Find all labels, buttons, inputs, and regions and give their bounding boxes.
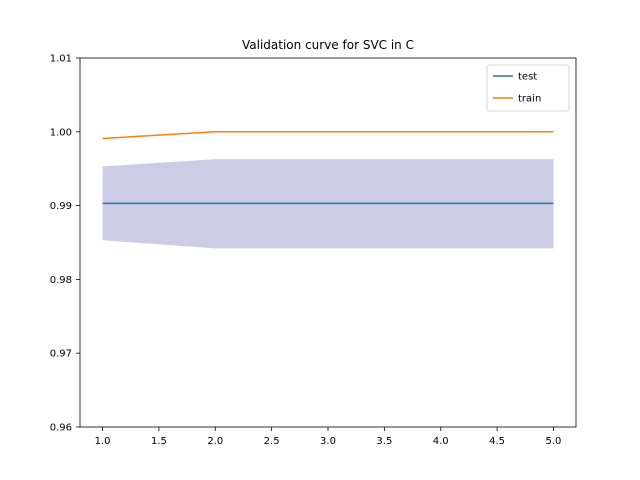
axes: 1.0 1.5 2.0 2.5 3.0 3.5 4.0 4.5 5.0 0.96 0.97 0.98 0… [50, 54, 577, 447]
series-line-train [102, 131, 554, 140]
legend: test train [486, 64, 570, 112]
legend-label-test: test [518, 72, 537, 83]
x-tick-label: 1.0 [95, 436, 111, 447]
x-tick-label: 2.5 [264, 436, 280, 447]
x-tick-label: 4.5 [489, 436, 505, 447]
y-tick-label: 1.01 [50, 54, 72, 65]
x-tick-label: 3.5 [376, 436, 392, 447]
x-tick-label: 5.0 [546, 436, 562, 447]
y-tick-label: 0.98 [50, 275, 72, 286]
x-tick-label: 4.0 [433, 436, 449, 447]
x-tick-label: 3.0 [320, 436, 336, 447]
x-tick-label: 2.0 [207, 436, 223, 447]
y-tick-label: 1.00 [50, 127, 72, 138]
x-tick-label: 1.5 [151, 436, 167, 447]
y-tick-label: 0.99 [50, 201, 72, 212]
y-tick-label: 0.96 [50, 423, 72, 434]
plot-area [102, 131, 554, 249]
y-tick-label: 0.97 [50, 349, 72, 360]
chart-title: Validation curve for SVC in C [242, 38, 414, 52]
legend-label-train: train [518, 94, 541, 105]
